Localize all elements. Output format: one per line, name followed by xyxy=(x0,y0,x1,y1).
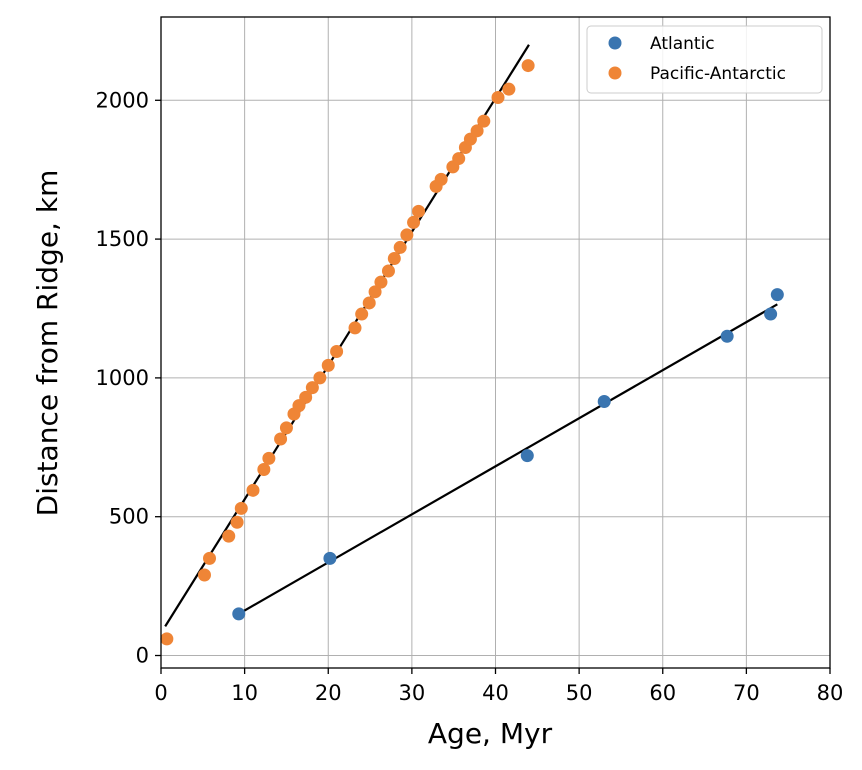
x-tick-label: 40 xyxy=(482,681,509,705)
x-tick-label: 0 xyxy=(154,681,167,705)
data-point-pacific-antarctic xyxy=(412,204,426,218)
x-tick-label: 50 xyxy=(566,681,593,705)
data-point-pacific-antarctic xyxy=(381,264,395,278)
legend: Atlantic Pacific-Antarctic xyxy=(586,25,823,94)
data-point-pacific-antarctic xyxy=(355,307,369,321)
data-point-pacific-antarctic xyxy=(387,252,401,266)
data-point-pacific-antarctic xyxy=(222,529,236,543)
x-axis-ticks: 0 10 20 30 40 50 60 70 80 xyxy=(154,668,843,705)
x-tick-label: 10 xyxy=(231,681,258,705)
x-tick-label: 70 xyxy=(733,681,760,705)
data-point-pacific-antarctic xyxy=(502,82,516,96)
data-point-pacific-antarctic xyxy=(274,432,288,446)
data-point-pacific-antarctic xyxy=(203,551,217,565)
x-tick-label: 60 xyxy=(649,681,676,705)
data-point-pacific-antarctic xyxy=(160,632,174,646)
data-point-pacific-antarctic xyxy=(400,228,414,242)
data-point-pacific-antarctic xyxy=(362,296,376,310)
data-point-pacific-antarctic xyxy=(348,321,362,335)
y-axis-label: Distance from Ridge, km xyxy=(31,170,64,517)
x-tick-label: 20 xyxy=(315,681,342,705)
data-point-pacific-antarctic xyxy=(299,390,313,404)
data-point-pacific-antarctic xyxy=(407,215,421,229)
y-tick-label: 2000 xyxy=(96,88,149,112)
data-point-pacific-antarctic xyxy=(305,381,319,395)
data-point-pacific-antarctic xyxy=(477,114,491,128)
legend-marker-pacific-antarctic xyxy=(608,66,622,80)
x-tick-label: 80 xyxy=(817,681,844,705)
x-tick-label: 30 xyxy=(399,681,426,705)
y-tick-label: 1000 xyxy=(96,366,149,390)
data-point-pacific-antarctic xyxy=(262,451,276,465)
data-point-pacific-antarctic xyxy=(246,483,260,497)
legend-marker-atlantic xyxy=(608,36,622,50)
legend-label-atlantic: Atlantic xyxy=(650,34,715,54)
data-point-pacific-antarctic xyxy=(234,501,248,515)
data-point-pacific-antarctic xyxy=(452,152,466,166)
data-point-pacific-antarctic xyxy=(393,240,407,254)
data-point-pacific-antarctic xyxy=(521,59,535,73)
data-point-atlantic xyxy=(232,607,246,621)
data-point-pacific-antarctic xyxy=(321,358,335,372)
y-tick-label: 0 xyxy=(136,644,149,668)
data-point-pacific-antarctic xyxy=(434,172,448,186)
y-tick-label: 500 xyxy=(109,505,149,529)
data-points xyxy=(160,59,784,646)
legend-box xyxy=(586,25,823,94)
x-axis-label: Age, Myr xyxy=(428,717,553,750)
data-point-atlantic xyxy=(770,288,784,302)
data-point-atlantic xyxy=(323,551,337,565)
y-tick-label: 1500 xyxy=(96,227,149,251)
data-point-atlantic xyxy=(764,307,778,321)
data-point-pacific-antarctic xyxy=(368,285,382,299)
data-point-pacific-antarctic xyxy=(313,371,327,385)
data-point-pacific-antarctic xyxy=(491,91,505,105)
data-point-pacific-antarctic xyxy=(330,345,344,359)
legend-label-pacific-antarctic: Pacific-Antarctic xyxy=(650,64,786,84)
data-point-atlantic xyxy=(720,329,734,343)
data-point-pacific-antarctic xyxy=(374,275,388,289)
data-point-pacific-antarctic xyxy=(470,124,484,138)
data-point-pacific-antarctic xyxy=(197,568,211,582)
y-axis-ticks: 0 500 1000 1500 2000 xyxy=(96,88,161,668)
data-point-atlantic xyxy=(597,394,611,408)
data-point-pacific-antarctic xyxy=(279,421,293,435)
data-point-pacific-antarctic xyxy=(230,515,244,529)
data-point-pacific-antarctic xyxy=(257,463,271,477)
data-point-atlantic xyxy=(520,449,534,463)
